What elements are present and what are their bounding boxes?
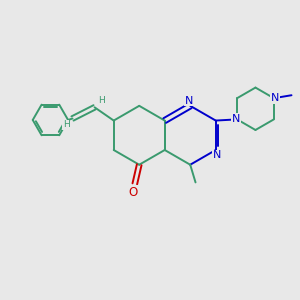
Text: H: H xyxy=(98,96,104,105)
Text: N: N xyxy=(213,150,221,160)
Text: O: O xyxy=(129,186,138,199)
Text: N: N xyxy=(271,93,279,103)
Text: H: H xyxy=(63,121,69,130)
Text: N: N xyxy=(184,95,193,106)
Text: N: N xyxy=(232,114,240,124)
